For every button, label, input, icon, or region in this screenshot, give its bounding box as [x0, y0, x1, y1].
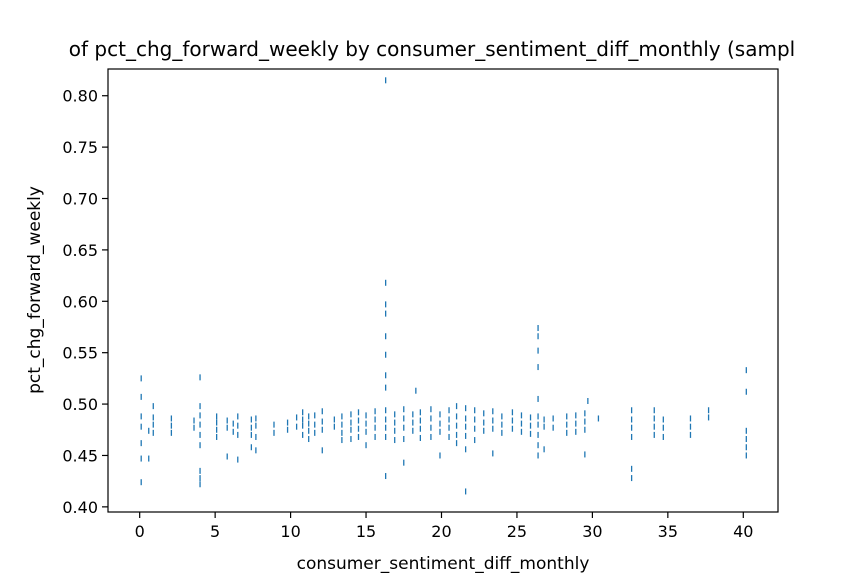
x-tick-label: 25: [507, 522, 527, 541]
x-axis-ticks: 0 5 10 15 20 25 30 35 40: [135, 512, 753, 541]
y-axis-label: pct_chg_forward_weekly: [25, 186, 45, 394]
y-tick-label: 0.65: [62, 241, 98, 260]
y-tick-label: 0.60: [62, 292, 98, 311]
y-tick-label: 0.40: [62, 498, 98, 517]
y-axis-ticks: 0.40 0.45 0.50 0.55 0.60 0.65 0.70 0.75 0.80: [62, 87, 108, 517]
y-tick-label: 0.70: [62, 190, 98, 209]
y-tick-label: 0.80: [62, 87, 98, 106]
x-axis-label: consumer_sentiment_diff_monthly: [297, 554, 590, 574]
plot-frame: [107, 68, 779, 513]
chart-title: of pct_chg_forward_weekly by consumer_se…: [69, 37, 795, 61]
y-tick-label: 0.45: [62, 446, 98, 465]
plot-area: [108, 69, 778, 512]
x-tick-label: 35: [658, 522, 678, 541]
x-tick-label: 5: [210, 522, 220, 541]
y-tick-label: 0.55: [62, 344, 98, 363]
x-tick-label: 15: [356, 522, 376, 541]
y-tick-label: 0.75: [62, 138, 98, 157]
x-tick-label: 20: [431, 522, 451, 541]
x-tick-label: 10: [280, 522, 300, 541]
x-tick-label: 0: [135, 522, 145, 541]
x-tick-label: 40: [733, 522, 753, 541]
x-tick-label: 30: [582, 522, 602, 541]
y-tick-label: 0.50: [62, 395, 98, 414]
data-points: [140, 77, 747, 495]
